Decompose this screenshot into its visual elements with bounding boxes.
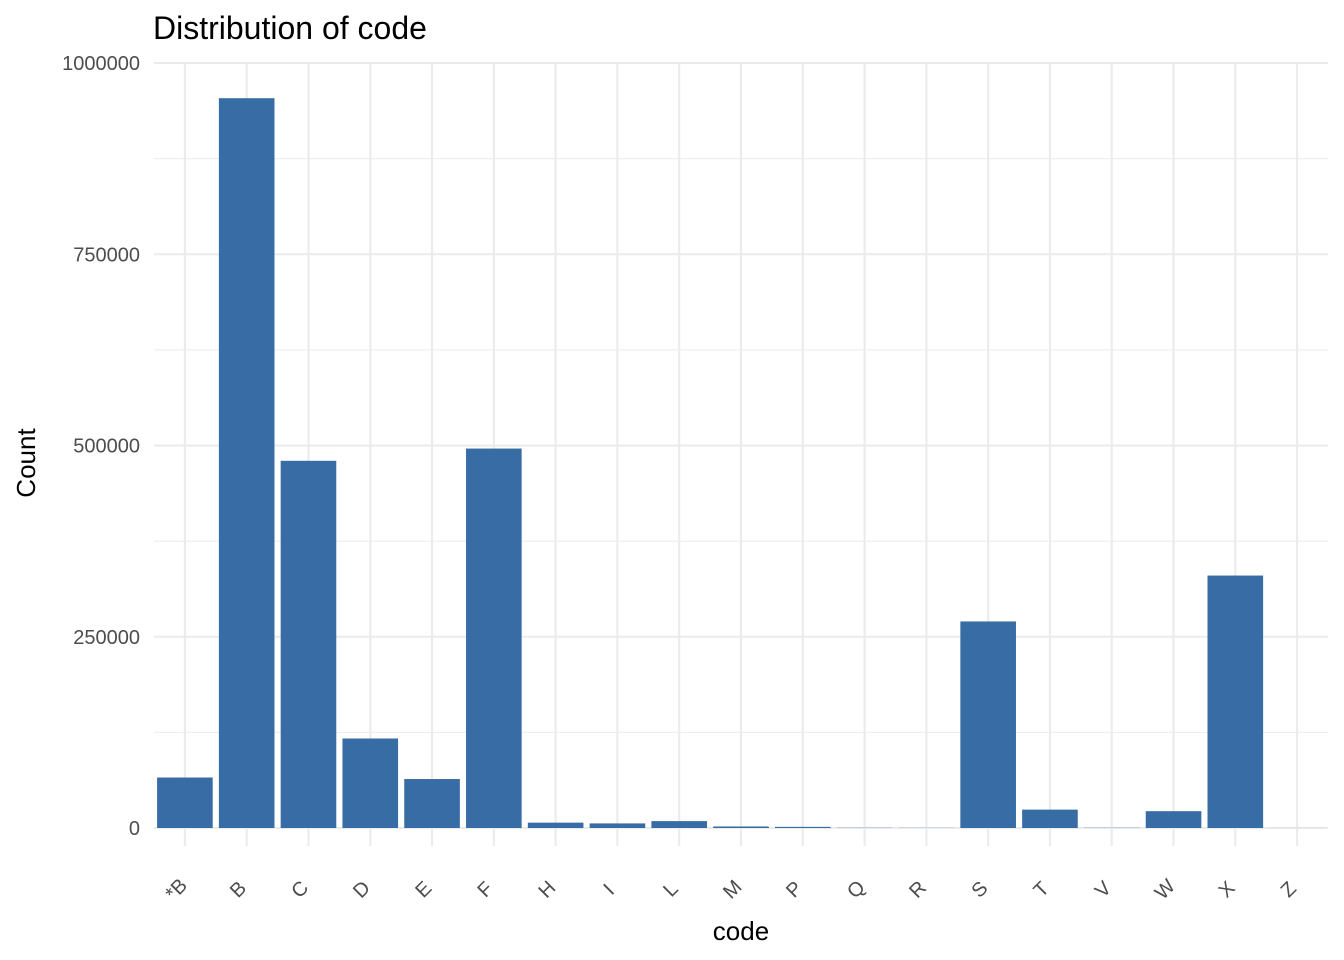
x-tick-label: W (1151, 875, 1180, 904)
y-tick-label: 500000 (73, 436, 140, 458)
bar-X (1207, 575, 1264, 828)
chart-title: Distribution of code (153, 10, 427, 46)
bar-L (651, 821, 708, 828)
x-tick-label: R (905, 877, 931, 903)
x-axis-title: code (713, 916, 769, 946)
bar-B (157, 777, 213, 828)
bar-H (527, 822, 584, 828)
y-axis-title: Count (11, 428, 41, 498)
x-tick-label: B (226, 877, 251, 902)
bar-C (280, 460, 337, 828)
bar-F (466, 448, 522, 828)
x-tick-label: *B (161, 875, 191, 905)
bar-B (218, 98, 275, 828)
bar-E (404, 779, 460, 828)
x-tick-label: X (1215, 877, 1240, 902)
bar-M (713, 826, 769, 828)
x-tick-label: C (287, 877, 313, 903)
y-tick-label: 750000 (73, 244, 140, 266)
bars (157, 98, 1325, 828)
x-tick-label: Q (843, 876, 870, 903)
x-tick-label: Z (1277, 878, 1301, 902)
bar-I (589, 823, 646, 828)
bar-P (774, 826, 831, 828)
x-tick-label: L (659, 878, 682, 901)
x-tick-label: F (474, 878, 498, 902)
x-tick-label: S (967, 877, 992, 902)
x-tick-label: M (719, 876, 746, 903)
y-tick-label: 1000000 (62, 53, 140, 75)
x-tick-label: E (411, 877, 436, 902)
x-tick-label: D (349, 877, 375, 903)
bar-W (1145, 811, 1202, 828)
x-tick-label: P (782, 877, 807, 902)
x-tick-label: T (1030, 878, 1054, 902)
bar-T (1022, 809, 1078, 828)
x-axis-ticks: *B B C D E F H I L M P Q R S T V W X Z (161, 875, 1301, 905)
bar-S (960, 621, 1016, 828)
bar-D (342, 738, 399, 828)
y-axis-ticks: 0 250000 500000 750000 1000000 (62, 53, 140, 840)
y-tick-label: 0 (129, 818, 140, 840)
x-tick-label: H (535, 877, 561, 903)
x-tick-label: V (1091, 877, 1116, 902)
x-tick-label: I (599, 880, 618, 899)
y-tick-label: 250000 (73, 627, 140, 649)
